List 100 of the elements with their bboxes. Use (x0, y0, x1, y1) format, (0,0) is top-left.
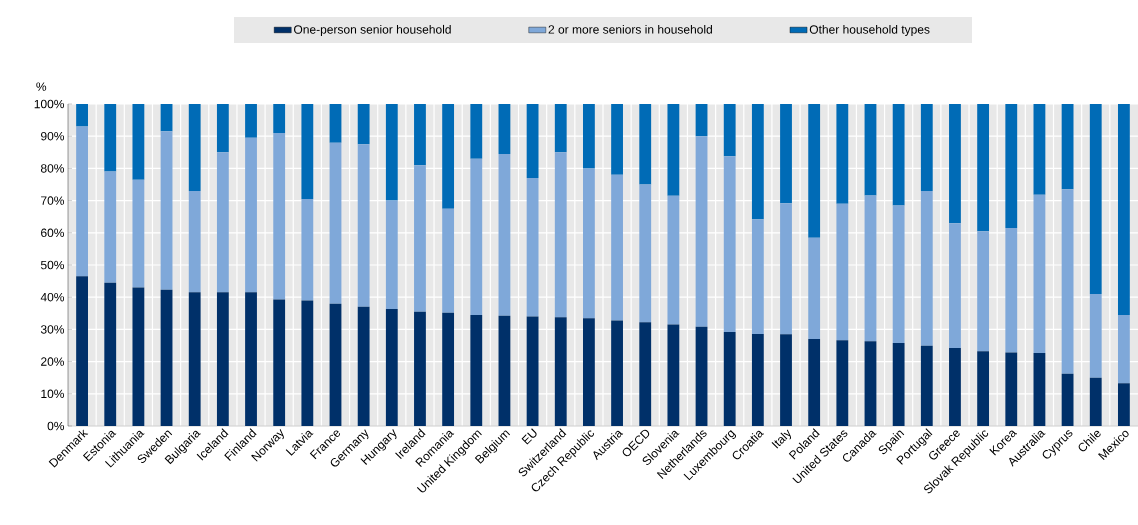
bar (667, 324, 680, 426)
bar (667, 104, 680, 196)
bar (329, 303, 342, 426)
bar (836, 104, 849, 204)
bar (273, 299, 286, 426)
bar (639, 104, 652, 185)
bar (1089, 293, 1102, 378)
y-tick-label: 60% (41, 228, 65, 238)
bar (977, 231, 990, 352)
bar (977, 104, 990, 232)
y-tick-label: 30% (40, 325, 65, 334)
y-tick-label: 100% (34, 99, 65, 109)
bar (160, 104, 173, 132)
bar (498, 153, 511, 316)
bar (1061, 104, 1074, 190)
bar (667, 195, 680, 325)
bar (414, 165, 426, 312)
bar (470, 314, 483, 426)
y-tick-label: 70% (41, 196, 65, 205)
bar (554, 152, 567, 318)
bar (357, 144, 370, 307)
bar (526, 316, 539, 426)
legend-label: One-person senior household (294, 24, 451, 37)
y-tick-label: 90% (41, 131, 65, 141)
bar (245, 104, 257, 138)
bar (780, 104, 792, 204)
y-axis-title: % (36, 82, 47, 91)
bar (920, 104, 933, 191)
bar (442, 312, 455, 426)
bar (216, 104, 229, 153)
y-tick-label: 80% (40, 164, 65, 173)
bar (104, 171, 117, 283)
bar (920, 345, 933, 426)
bar (470, 104, 483, 159)
bar (104, 104, 117, 172)
bar (76, 126, 88, 277)
bar (1117, 383, 1130, 426)
bar (526, 104, 539, 179)
y-tick-label: 0% (47, 421, 65, 431)
bar (1117, 314, 1130, 384)
bar (808, 104, 821, 238)
bar (1005, 227, 1018, 353)
bar (723, 156, 736, 332)
bar (132, 179, 145, 288)
bar (132, 104, 145, 180)
bar (583, 168, 595, 319)
bar (357, 306, 370, 426)
bar (301, 104, 314, 199)
bar (216, 292, 229, 426)
bar (1089, 377, 1102, 426)
bar (76, 276, 88, 426)
bar (357, 104, 370, 145)
bar (301, 300, 314, 426)
bar (611, 320, 623, 426)
bar (498, 104, 511, 154)
bar (920, 190, 933, 346)
bar (836, 203, 849, 341)
bar (808, 339, 821, 426)
bar (1005, 104, 1018, 228)
bar (160, 131, 173, 290)
bar (273, 132, 286, 300)
legend-label: 2 or more seniors in household (548, 24, 712, 34)
bar (780, 203, 792, 335)
x-tick-label: Italy (771, 429, 792, 449)
bar (385, 309, 398, 426)
bar (751, 104, 764, 220)
bar (385, 104, 398, 201)
bar (949, 348, 961, 426)
bar (188, 292, 201, 426)
y-tick-label: 20% (41, 357, 65, 366)
bar (583, 318, 595, 426)
bar (695, 326, 708, 426)
bar (892, 104, 905, 206)
y-tick-label: 50% (40, 260, 65, 270)
bar (329, 142, 342, 304)
bar (273, 104, 286, 133)
bar (442, 208, 455, 313)
bar (864, 104, 877, 196)
bar (611, 174, 623, 321)
bar (526, 178, 539, 317)
bar (216, 152, 229, 293)
bar (1117, 104, 1130, 315)
bar (639, 184, 652, 323)
bar (414, 104, 426, 166)
bar (76, 104, 88, 127)
bar (639, 322, 652, 426)
bar (723, 104, 736, 157)
bar (949, 223, 961, 349)
bar (554, 317, 567, 426)
bar (1033, 352, 1046, 426)
bar (977, 351, 990, 426)
bar (1033, 104, 1046, 195)
bar (751, 219, 764, 334)
bar (723, 331, 736, 426)
bar (949, 104, 961, 224)
bar (470, 158, 483, 315)
bar (892, 205, 905, 343)
bar (808, 237, 821, 340)
bar (554, 104, 567, 153)
bar (695, 104, 708, 137)
